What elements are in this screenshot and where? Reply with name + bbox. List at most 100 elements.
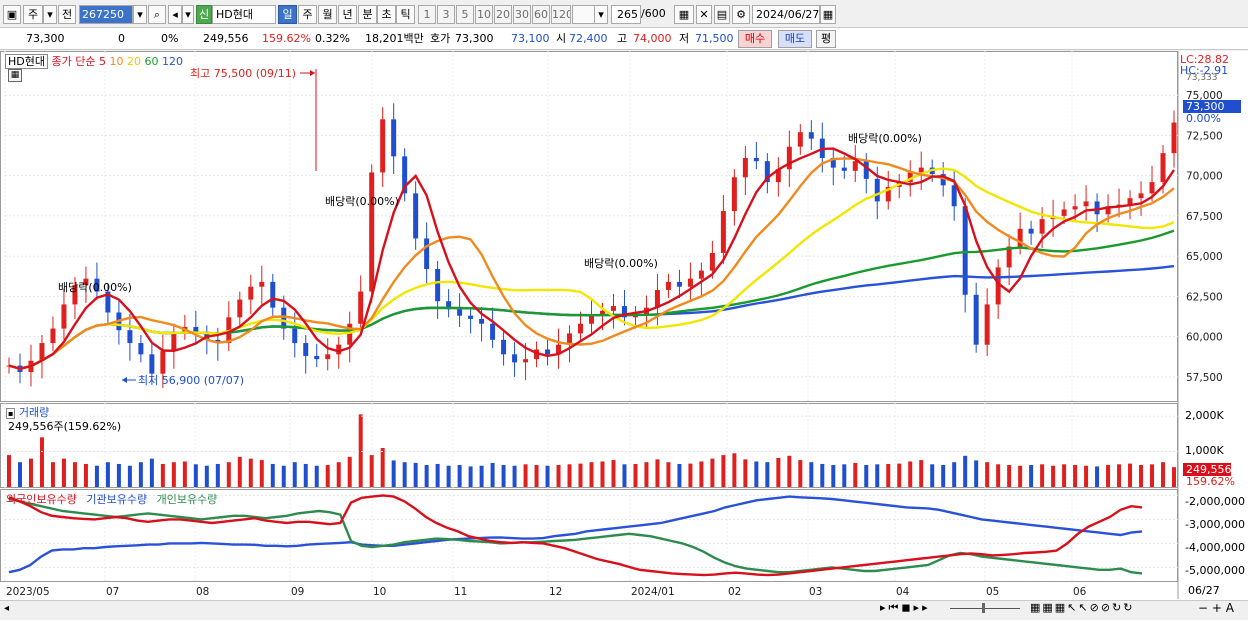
grid-toggle-icon[interactable]: ▦	[8, 69, 22, 82]
legend-ma10[interactable]: 10	[109, 55, 124, 68]
interval-dropdown-icon[interactable]: ▾	[594, 5, 608, 24]
date-input[interactable]: 2024/06/27	[752, 5, 820, 24]
playback-controls[interactable]: ▸⏮◼▸▸	[880, 601, 931, 614]
price-tick-label: 60,000	[1186, 332, 1223, 344]
period-week-button[interactable]: 주	[23, 5, 43, 24]
interval-120[interactable]: 120	[551, 5, 571, 24]
volume-bar	[1040, 464, 1045, 487]
zoom-slider[interactable]	[950, 601, 1020, 615]
speaker-icon[interactable]: ◂	[168, 5, 182, 24]
chart-tools-icon[interactable]: ▦	[674, 5, 694, 24]
sell-button[interactable]: 매도	[778, 30, 812, 48]
drawing-tools[interactable]: ▦▦▦↖↖⊘⊘↻↻	[1030, 601, 1135, 614]
change-pct: 0%	[161, 32, 179, 45]
interval-20[interactable]: 20	[494, 5, 512, 24]
candle-body	[808, 132, 814, 139]
volume-title[interactable]: 거래량	[18, 406, 50, 419]
high-label: 고	[617, 32, 628, 45]
candle-body	[1094, 201, 1100, 215]
chevron-down-icon[interactable]: ▾	[43, 5, 57, 24]
x-tick-label: 03	[809, 586, 822, 598]
avg-button[interactable]: 평	[816, 30, 836, 48]
holdings-legend: 외국인보유수량 기관보유수량 개인보유수량	[6, 491, 217, 507]
interval-1[interactable]: 1	[418, 5, 436, 24]
calendar-icon[interactable]: ▦	[820, 5, 836, 24]
period-week-tab[interactable]: 주	[298, 5, 317, 24]
chart-canvas[interactable]: 75,000 72,500 70,000 67,500 65,000 62,500 60,0…	[0, 51, 1248, 621]
credit-badge: 신	[196, 5, 212, 24]
candle-body	[479, 318, 485, 324]
volume-bar	[545, 465, 550, 487]
volume-bar	[325, 465, 330, 487]
volume-bar	[886, 463, 891, 487]
volume-bar	[996, 464, 1001, 487]
candle-body	[468, 315, 474, 319]
candle-body	[127, 330, 133, 344]
window-icon[interactable]: ▣	[3, 5, 21, 24]
gear-icon[interactable]: ⚙	[732, 5, 750, 24]
interval-30[interactable]: 30	[513, 5, 531, 24]
hc-value: 73,333	[1186, 73, 1218, 83]
x-tick-label: 12	[549, 586, 562, 598]
x-tick-label: 09	[291, 586, 304, 598]
interval-3[interactable]: 3	[437, 5, 455, 24]
change-value: 0	[118, 32, 125, 45]
volume-bar	[820, 463, 825, 487]
candle-body	[545, 349, 551, 355]
candle-body	[995, 267, 1001, 305]
volume-bar	[1128, 463, 1133, 487]
candle-body	[325, 354, 331, 360]
period-year-tab[interactable]: 년	[338, 5, 357, 24]
candle-body	[1017, 228, 1023, 247]
legend-ma20[interactable]: 20	[126, 55, 141, 68]
period-minute-tab[interactable]: 분	[358, 5, 377, 24]
save-icon[interactable]: ▤	[714, 5, 730, 24]
draw-tool-icon[interactable]: ✕	[696, 5, 712, 24]
zoom-controls[interactable]: − + A	[1198, 601, 1234, 615]
prev-button[interactable]: 전	[58, 5, 76, 24]
interval-60[interactable]: 60	[532, 5, 550, 24]
chart-area[interactable]: 75,000 72,500 70,000 67,500 65,000 62,500 60,0…	[0, 51, 1248, 621]
candle-body	[215, 339, 221, 344]
legend-type[interactable]: 종가 단순	[51, 55, 96, 68]
scroll-left-icon[interactable]: ◂	[4, 603, 10, 614]
stock-code-input[interactable]: 267250	[79, 5, 133, 24]
speaker-dropdown-icon[interactable]: ▾	[182, 5, 194, 24]
candle-body	[1127, 198, 1133, 205]
search-icon[interactable]: ⌕	[148, 5, 166, 24]
volume-bar	[1018, 465, 1023, 487]
volume-bar	[798, 460, 803, 487]
volume-bar	[61, 458, 66, 487]
candle-body	[610, 306, 616, 311]
legend-foreign[interactable]: 외국인보유수량	[6, 493, 77, 506]
code-dropdown-icon[interactable]: ▾	[133, 5, 147, 24]
volume-bar	[556, 465, 561, 487]
legend-ma120[interactable]: 120	[161, 55, 183, 68]
legend-individual[interactable]: 개인보유수량	[156, 493, 218, 506]
candle-body	[786, 146, 792, 170]
period-second-tab[interactable]: 초	[377, 5, 396, 24]
x-tick-label: 06	[1073, 586, 1087, 598]
legend-stock-name[interactable]: HD현대	[5, 54, 48, 69]
candle-body	[193, 326, 199, 334]
period-tick-tab[interactable]: 틱	[396, 5, 415, 24]
period-day-button[interactable]: 일	[278, 5, 297, 24]
interval-10[interactable]: 10	[475, 5, 493, 24]
legend-institution[interactable]: 기관보유수량	[86, 493, 148, 506]
volume-bar	[303, 463, 308, 487]
count-input[interactable]: 265	[611, 5, 641, 24]
legend-ma5[interactable]: 5	[98, 55, 106, 68]
candle-body	[687, 278, 693, 287]
stock-name-field[interactable]: HD현대	[212, 5, 276, 24]
x-tick-label: 2023/05	[6, 586, 50, 598]
period-month-tab[interactable]: 월	[318, 5, 337, 24]
volume-panel-icon[interactable]: ▪	[6, 408, 16, 419]
chart-scrollbar[interactable]	[0, 600, 1248, 620]
candle-body	[1061, 209, 1067, 216]
volume-value: 249,556	[203, 32, 249, 45]
interval-5[interactable]: 5	[456, 5, 474, 24]
candle-body	[369, 172, 375, 292]
buy-button[interactable]: 매수	[738, 30, 772, 48]
legend-ma60[interactable]: 60	[144, 55, 159, 68]
